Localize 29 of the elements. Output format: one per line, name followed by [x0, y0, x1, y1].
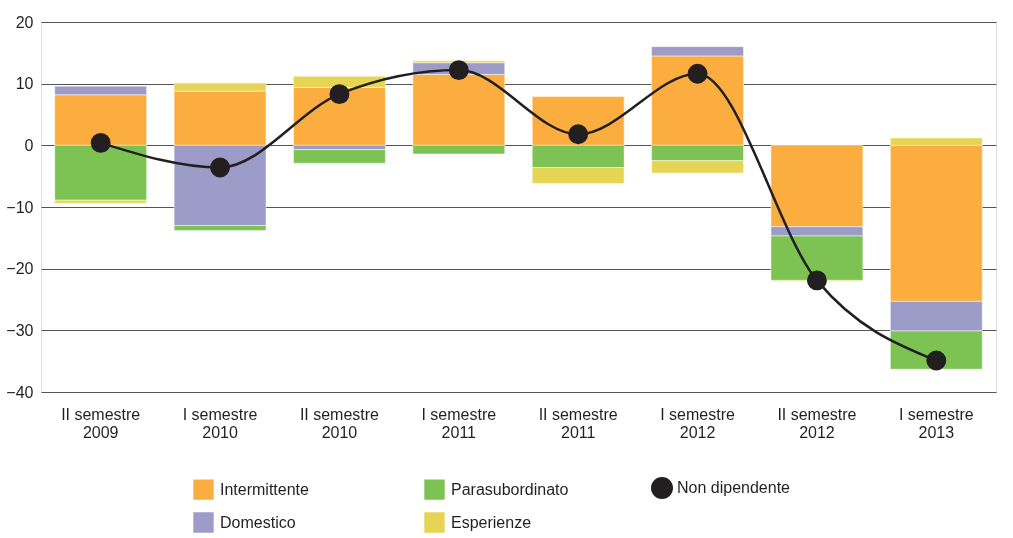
x-tick-label: II semestre 2009 — [61, 405, 141, 441]
x-tick-label: I semestre 2012 — [660, 405, 736, 441]
legend-label: Parasubordinato — [451, 480, 569, 498]
y-tick-label: 0 — [24, 136, 34, 154]
legend-label: Non dipendente — [677, 479, 791, 496]
x-tick-label: I semestre 2013 — [898, 405, 974, 441]
legend-label: Domestico — [220, 513, 296, 531]
y-tick-label: −20 — [6, 260, 34, 278]
x-tick-label: I semestre 2011 — [421, 405, 497, 441]
point — [90, 132, 111, 153]
x-tick-label: II semestre 2012 — [777, 405, 857, 441]
point — [926, 350, 947, 371]
legend-label: Intermittente — [220, 480, 310, 498]
legend-label: Esperienze — [451, 513, 532, 531]
bar — [293, 149, 386, 164]
x-tick-label: I semestre 2010 — [182, 405, 258, 441]
point — [568, 124, 589, 145]
y-tick-label: −40 — [6, 383, 34, 401]
y-tick-label: 20 — [15, 13, 34, 31]
point — [210, 157, 231, 178]
point — [448, 60, 469, 81]
point — [806, 270, 827, 291]
y-tick-label: 10 — [15, 75, 34, 93]
x-tick-label: II semestre 2010 — [299, 405, 380, 441]
y-tick-label: −10 — [6, 198, 34, 216]
point — [687, 63, 708, 84]
x-tick-label: II semestre 2011 — [538, 405, 618, 441]
point — [329, 84, 350, 105]
y-tick-label: −30 — [6, 321, 34, 339]
